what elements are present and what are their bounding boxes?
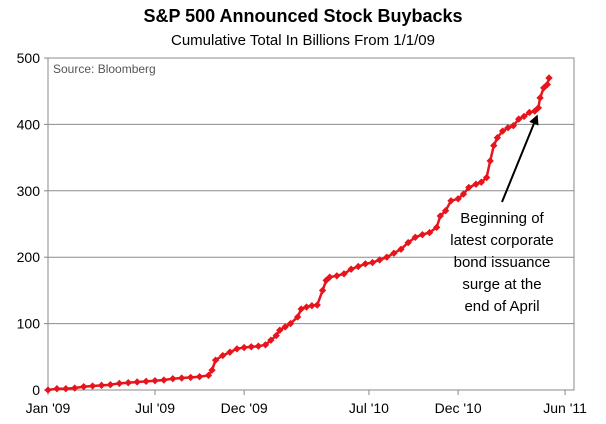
annotation-line: Beginning of [460, 210, 544, 227]
annotation-text: Beginning of latest corporate bond issua… [432, 208, 572, 318]
data-point [276, 326, 284, 334]
annotation-line: latest corporate [450, 232, 554, 249]
x-tick-label: Dec '10 [435, 400, 482, 416]
data-point [433, 223, 441, 231]
annotation-line: end of April [464, 298, 540, 315]
data-point [525, 108, 534, 117]
x-tick-label: Jan '09 [26, 400, 71, 416]
chart-title: S&P 500 Announced Stock Buybacks [143, 6, 463, 26]
data-point [281, 323, 289, 331]
data-point [504, 124, 512, 132]
data-point [80, 382, 88, 391]
data-point [97, 381, 106, 390]
data-point [286, 319, 295, 328]
source-label: Source: Bloomberg [53, 62, 156, 76]
data-point [509, 122, 518, 130]
data-point [178, 374, 186, 382]
data-point [208, 366, 216, 374]
data-point [411, 233, 419, 241]
data-point [347, 265, 355, 273]
data-point [534, 104, 543, 112]
data-point [240, 343, 248, 352]
data-point [254, 342, 263, 350]
x-tick-label: Jun '11 [543, 400, 587, 416]
data-point [454, 195, 462, 203]
data-point [383, 253, 391, 261]
data-point [211, 356, 220, 364]
data-point [53, 385, 61, 393]
data-point [390, 249, 398, 257]
data-point [404, 238, 412, 247]
data-point [375, 256, 384, 264]
x-tick-label: Jul '09 [135, 400, 175, 416]
data-point [308, 301, 316, 310]
data-point [436, 212, 444, 220]
data-point [465, 183, 473, 192]
data-point [115, 379, 124, 388]
y-tick-label: 400 [17, 116, 41, 132]
data-point [293, 313, 302, 321]
data-point [261, 341, 270, 349]
data-point [354, 262, 362, 271]
data-point [318, 286, 327, 295]
data-point [186, 373, 195, 382]
annotation-line: bond issuance [453, 254, 551, 271]
y-tick-label: 200 [17, 249, 41, 265]
plot-area [47, 57, 575, 391]
data-point [226, 348, 234, 356]
data-point [340, 270, 348, 278]
data-point [425, 228, 434, 237]
data-point [272, 331, 280, 340]
y-tick-label: 0 [32, 382, 40, 398]
data-point [326, 273, 334, 281]
data-point [459, 190, 468, 198]
data-point [515, 115, 523, 123]
data-point [361, 260, 370, 268]
data-point [267, 336, 275, 344]
data-point [169, 375, 177, 383]
data-point [543, 80, 551, 89]
data-point [302, 303, 311, 311]
y-tick-label: 300 [17, 183, 41, 199]
chart-subtitle: Cumulative Total In Billions From 1/1/09 [170, 32, 435, 49]
data-point [477, 178, 485, 186]
data-point [133, 378, 141, 386]
y-tick-label: 500 [17, 50, 41, 66]
data-point [160, 376, 168, 384]
data-point [247, 343, 255, 351]
annotation-line: surge at the [462, 276, 542, 293]
data-point [44, 386, 52, 394]
data-point [151, 377, 159, 385]
data-point [368, 258, 377, 267]
x-tick-label: Jul '10 [349, 400, 389, 416]
x-tick-label: Dec '09 [221, 400, 268, 416]
data-point [106, 381, 115, 389]
data-point [124, 379, 132, 387]
y-tick-label: 100 [17, 316, 41, 332]
annotation-arrow [501, 114, 539, 203]
